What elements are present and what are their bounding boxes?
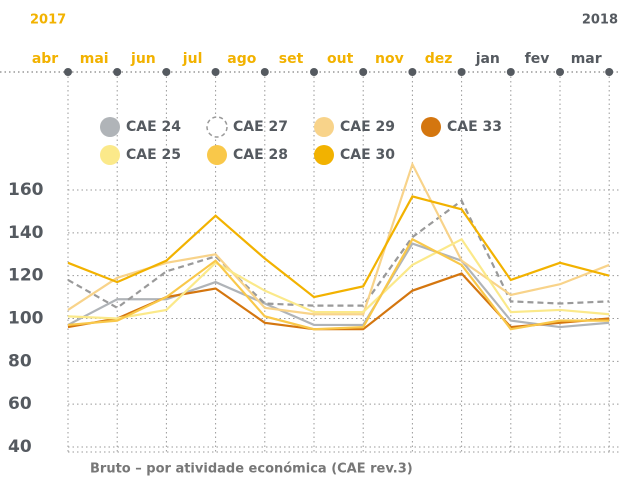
x-tick-label: abr (32, 51, 58, 67)
legend-swatch (100, 117, 120, 137)
month-dot (506, 68, 515, 76)
x-tick-label: mar (571, 51, 602, 67)
legend-label: CAE 30 (340, 147, 395, 163)
legend-label: CAE 24 (126, 119, 181, 135)
y-tick-label: 140 (8, 223, 44, 243)
x-tick-label: set (279, 51, 304, 67)
legend-swatch (314, 117, 334, 137)
x-tick-label: nov (375, 51, 404, 67)
month-dot (408, 68, 417, 76)
year-label: 2017 (30, 13, 66, 28)
series-line (67, 199, 610, 310)
series-line (67, 237, 610, 331)
legend-label: CAE 27 (233, 119, 288, 135)
month-dot (260, 68, 269, 76)
legend-label: CAE 28 (233, 147, 288, 163)
legend-label: CAE 29 (340, 119, 395, 135)
x-tick-label: jun (130, 51, 156, 67)
legend-swatch (100, 145, 120, 165)
year-label: 2018 (582, 13, 618, 28)
month-dot (310, 68, 318, 76)
legend-label: CAE 33 (447, 119, 502, 135)
y-tick-label: 60 (8, 394, 32, 414)
y-tick-label: 100 (8, 309, 44, 329)
month-dot (605, 68, 614, 76)
footer: Bruto – por atividade económica (CAE rev… (90, 462, 413, 477)
x-tick-label: dez (425, 51, 453, 67)
series-line (67, 195, 610, 299)
month-dot (556, 68, 564, 76)
legend-label: CAE 25 (126, 147, 181, 163)
month-dot (64, 68, 72, 76)
legend-swatch (314, 145, 334, 165)
month-dot (359, 68, 368, 76)
x-tick-label: mai (80, 51, 109, 67)
y-tick-label: 120 (8, 266, 44, 286)
x-tick-label: jul (182, 51, 203, 67)
legend-swatch (206, 116, 228, 138)
month-dot (211, 68, 220, 76)
x-tick-label: fev (525, 51, 550, 67)
legend-swatch (421, 117, 441, 137)
x-tick-label: jan (475, 51, 500, 67)
series-line (67, 242, 610, 329)
x-tick-label: ago (227, 51, 256, 67)
legend-swatch (207, 145, 227, 165)
y-tick-label: 80 (8, 351, 32, 371)
y-tick-label: 40 (8, 437, 32, 457)
series-line (67, 237, 610, 320)
month-dot (113, 68, 122, 76)
x-tick-label: out (327, 51, 354, 67)
y-tick-label: 160 (8, 180, 44, 200)
month-dot (457, 68, 466, 76)
month-dot (162, 68, 171, 76)
